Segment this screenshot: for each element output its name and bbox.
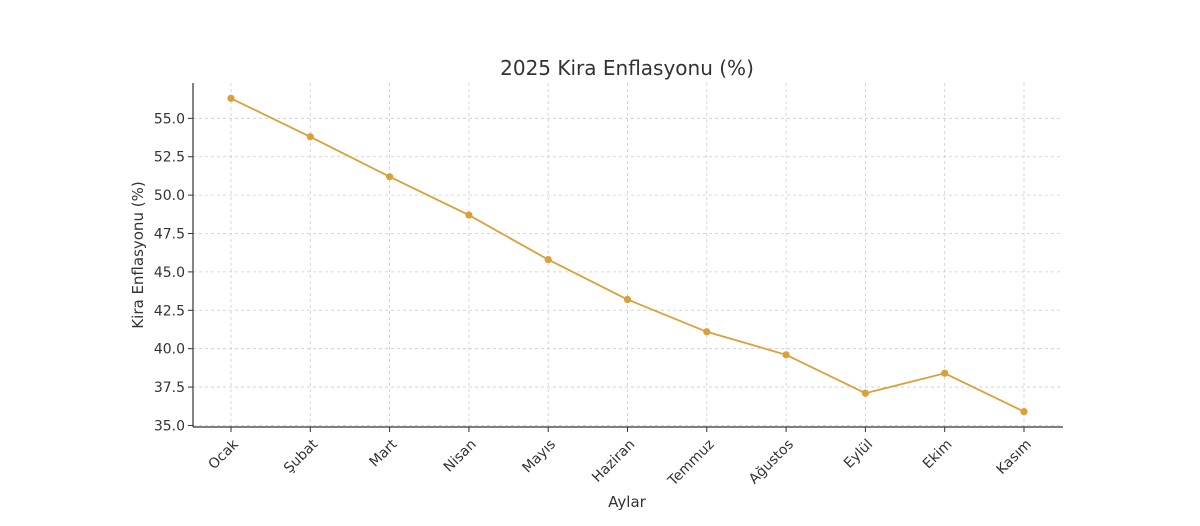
data-point xyxy=(386,173,394,181)
data-point xyxy=(227,94,235,102)
chart-title: 2025 Kira Enflasyonu (%) xyxy=(500,56,754,80)
x-tick-label: Ağustos xyxy=(746,437,797,488)
x-tick-label: Eylül xyxy=(841,437,876,472)
x-tick-label: Şubat xyxy=(281,436,321,476)
data-point xyxy=(544,256,552,264)
data-point xyxy=(1020,408,1028,416)
data-point xyxy=(861,389,870,397)
y-tick-label: 42.5 xyxy=(154,303,185,319)
data-point xyxy=(782,351,790,359)
x-axis-label: Aylar xyxy=(608,493,646,511)
data-point xyxy=(941,369,949,377)
x-tick-label: Haziran xyxy=(589,437,638,486)
y-tick-label: 52.5 xyxy=(154,150,185,166)
grid xyxy=(193,83,1063,427)
y-tick-label: 55.0 xyxy=(154,111,185,127)
x-tick-label: Mart xyxy=(367,436,401,470)
data-point xyxy=(703,328,711,336)
x-tick-label: Nisan xyxy=(441,437,480,476)
y-axis-label: Kira Enflasyonu (%) xyxy=(129,181,147,328)
x-tick-label: Ekim xyxy=(920,437,956,473)
y-tick-label: 40.0 xyxy=(154,342,185,358)
x-tick-label: Temmuz xyxy=(664,437,717,490)
y-tick-label: 50.0 xyxy=(154,188,185,204)
data-point xyxy=(623,295,632,304)
axes xyxy=(188,83,1063,432)
x-tick-label: Kasım xyxy=(994,437,1035,478)
y-tick-label: 37.5 xyxy=(154,380,185,396)
data-point xyxy=(465,211,473,219)
x-tick-label: Ocak xyxy=(205,436,242,473)
y-tick-label: 45.0 xyxy=(154,265,185,281)
x-tick-label: Mayıs xyxy=(519,437,559,477)
data-point xyxy=(306,133,314,141)
y-tick-label: 35.0 xyxy=(154,418,185,434)
series xyxy=(227,94,1028,416)
y-tick-label: 47.5 xyxy=(154,227,185,243)
tick-labels: 35.0 37.5 40.0 42.5 45.0 47.5 50.0 52.5 55.0 Ocak… xyxy=(154,111,1035,489)
